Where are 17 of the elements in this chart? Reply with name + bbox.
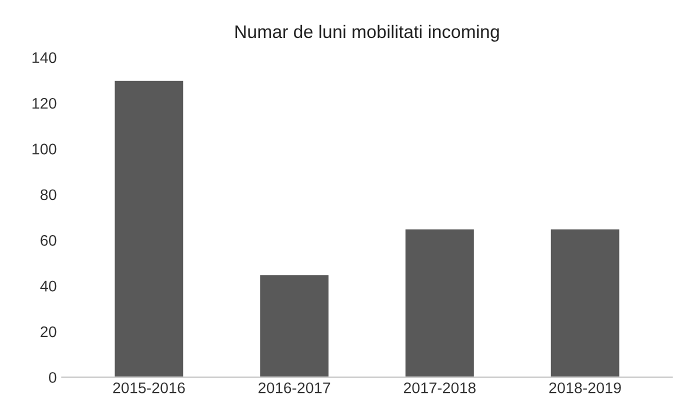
y-tick-label: 0: [48, 372, 56, 383]
y-tick-label: 140: [32, 52, 56, 64]
y-tick-label: 100: [32, 144, 56, 154]
y-tick-label: 40: [40, 280, 56, 292]
x-tick-label: 2015-2016: [113, 382, 185, 394]
bar: [404, 228, 476, 378]
bar: [549, 228, 621, 378]
y-tick-label: 20: [40, 326, 56, 338]
chart-title: Numar de luni mobilitati incoming: [236, 24, 499, 42]
bar: [113, 80, 185, 378]
x-tick-label: 2016-2017: [258, 382, 330, 394]
y-tick-label: 80: [40, 189, 56, 200]
y-tick-label: 60: [40, 235, 56, 246]
x-tick-label: 2017-2018: [404, 382, 476, 394]
x-tick-label: 2018-2019: [549, 382, 621, 394]
y-tick-label: 120: [32, 98, 56, 109]
bar: [258, 274, 330, 378]
